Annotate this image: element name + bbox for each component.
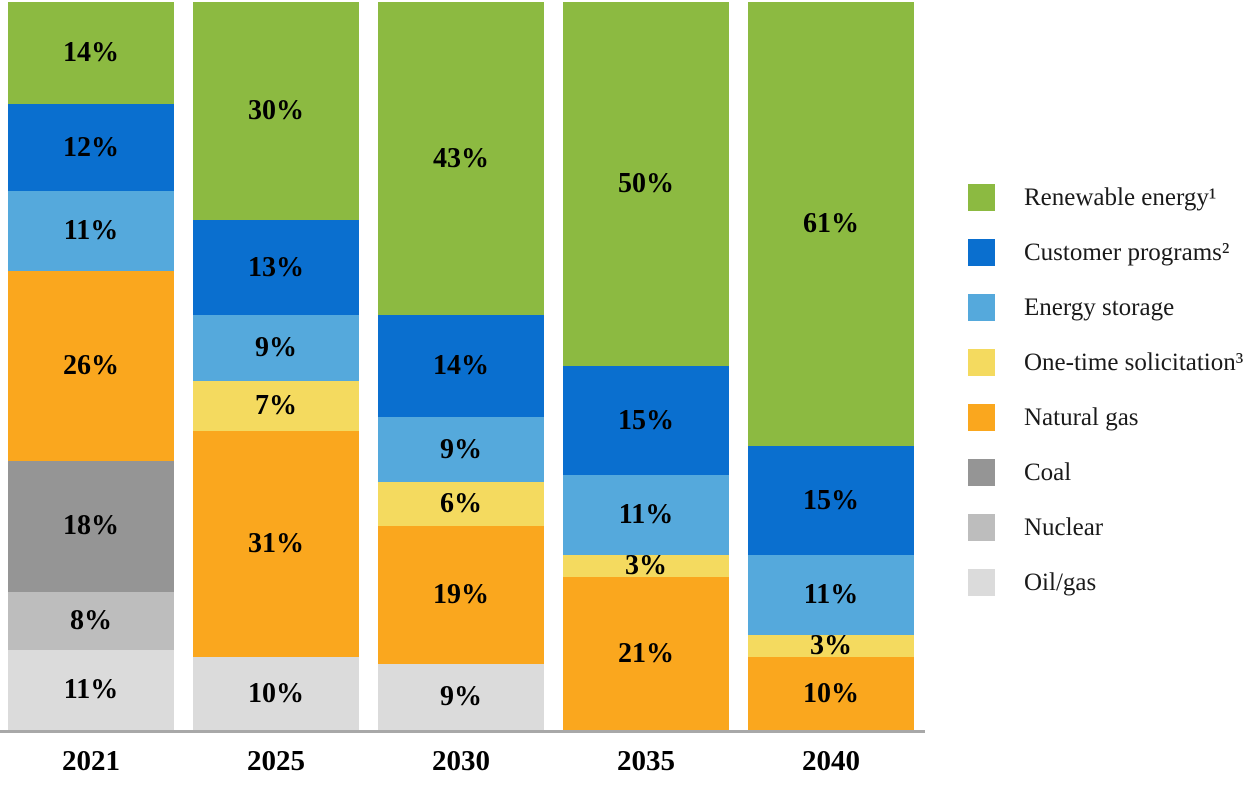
bar-2021: 14% 12% 11% 26% 18% 8% 11%: [8, 2, 174, 730]
legend-swatch-icon: [968, 349, 995, 376]
bar-2030: 43% 14% 9% 6% 19% 9%: [378, 2, 544, 730]
legend-swatch-icon: [968, 569, 995, 596]
legend-swatch-icon: [968, 184, 995, 211]
bar-segment: 11%: [8, 191, 174, 272]
segment-value-label: 21%: [618, 637, 674, 669]
bar-segment: 3%: [563, 550, 729, 582]
bar-segment: 9%: [378, 416, 544, 483]
segment-value-label: 9%: [440, 433, 482, 465]
legend-label: Nuclear: [1024, 514, 1104, 541]
segment-value-label: 9%: [255, 331, 297, 363]
bar-segment: 43%: [378, 2, 544, 316]
legend: Renewable energy¹ Customer programs² Energ…: [968, 170, 1256, 610]
bar-segment: 19%: [378, 526, 544, 665]
legend-swatch-icon: [968, 294, 995, 321]
segment-value-label: 31%: [248, 528, 304, 560]
x-axis-line: [0, 730, 925, 733]
segment-value-label: 19%: [433, 579, 489, 611]
x-axis-label: 2030: [432, 745, 490, 777]
legend-item: Coal: [968, 445, 1256, 500]
legend-label: Natural gas: [1024, 404, 1139, 431]
legend-label: Energy storage: [1024, 294, 1175, 321]
bar-2035: 50% 15% 11% 3% 21%: [563, 2, 729, 730]
segment-value-label: 8%: [70, 604, 112, 636]
bar-segment: 50%: [563, 2, 729, 366]
legend-item: Customer programs²: [968, 225, 1256, 280]
legend-label: Coal: [1024, 459, 1072, 486]
segment-value-label: 61%: [803, 208, 859, 240]
legend-item: Energy storage: [968, 280, 1256, 335]
bar-segment: 10%: [193, 657, 359, 730]
segment-value-label: 10%: [248, 677, 304, 709]
x-axis-label: 2021: [62, 745, 120, 777]
bar-segment: 12%: [8, 103, 174, 192]
legend-swatch-icon: [968, 514, 995, 541]
segment-value-label: 3%: [625, 550, 667, 582]
legend-label: Oil/gas: [1024, 569, 1097, 596]
legend-label: Renewable energy¹: [1024, 184, 1217, 211]
segment-value-label: 12%: [63, 131, 119, 163]
segment-value-label: 11%: [63, 673, 119, 705]
legend-swatch-icon: [968, 239, 995, 266]
bars-row: 14% 12% 11% 26% 18% 8% 11% 30% 13% 9% 7% 31% 10% 43% 1…: [8, 2, 914, 730]
x-axis-label: 2040: [802, 745, 860, 777]
segment-value-label: 7%: [255, 390, 297, 421]
legend-item: Renewable energy¹: [968, 170, 1256, 225]
bar-segment: 14%: [8, 2, 174, 104]
bar-segment: 15%: [748, 446, 914, 556]
bar-segment: 31%: [193, 431, 359, 658]
bar-segment: 10%: [748, 657, 914, 730]
bar-segment: 6%: [378, 482, 544, 527]
segment-value-label: 9%: [440, 681, 482, 713]
bar-segment: 21%: [563, 577, 729, 730]
bar-segment: 18%: [8, 460, 174, 592]
bar-2040: 61% 15% 11% 3% 10%: [748, 2, 914, 730]
segment-value-label: 14%: [433, 349, 489, 381]
segment-value-label: 3%: [810, 630, 852, 662]
bar-segment: 13%: [193, 220, 359, 316]
legend-swatch-icon: [968, 404, 995, 431]
bar-2025: 30% 13% 9% 7% 31% 10%: [193, 2, 359, 730]
segment-value-label: 43%: [433, 142, 489, 174]
bar-segment: 61%: [748, 2, 914, 447]
segment-value-label: 11%: [618, 499, 674, 531]
legend-item: Natural gas: [968, 390, 1256, 445]
segment-value-label: 11%: [803, 579, 859, 611]
legend-label: One-time solicitation³: [1024, 349, 1244, 376]
segment-value-label: 18%: [63, 510, 119, 542]
bar-segment: 3%: [748, 630, 914, 662]
legend-item: One-time solicitation³: [968, 335, 1256, 390]
x-axis-labels: 2021 2025 2030 2035 2040: [0, 745, 930, 786]
segment-value-label: 50%: [618, 168, 674, 199]
legend-item: Oil/gas: [968, 555, 1256, 610]
legend-swatch-icon: [968, 459, 995, 486]
legend-item: Nuclear: [968, 500, 1256, 555]
plot-area: 14% 12% 11% 26% 18% 8% 11% 30% 13% 9% 7% 31% 10% 43% 1…: [0, 2, 930, 786]
bar-segment: 11%: [748, 555, 914, 636]
segment-value-label: 15%: [803, 484, 859, 516]
bar-segment: 11%: [563, 475, 729, 556]
bar-segment: 11%: [8, 649, 174, 730]
bar-segment: 15%: [563, 366, 729, 476]
segment-value-label: 11%: [63, 215, 119, 247]
bar-segment: 8%: [8, 591, 174, 650]
bar-segment: 14%: [378, 315, 544, 417]
bar-segment: 9%: [193, 315, 359, 381]
segment-value-label: 10%: [803, 677, 859, 709]
segment-value-label: 26%: [63, 349, 119, 381]
legend-label: Customer programs²: [1024, 239, 1230, 266]
x-axis-label: 2025: [247, 745, 305, 777]
segment-value-label: 15%: [618, 404, 674, 436]
bar-segment: 26%: [8, 271, 174, 461]
segment-value-label: 30%: [248, 95, 304, 127]
segment-value-label: 14%: [63, 36, 119, 68]
bar-segment: 30%: [193, 2, 359, 221]
x-axis-label: 2035: [617, 745, 675, 777]
bar-segment: 7%: [193, 380, 359, 432]
segment-value-label: 6%: [440, 488, 482, 520]
segment-value-label: 13%: [248, 251, 304, 283]
bar-segment: 9%: [378, 664, 544, 730]
